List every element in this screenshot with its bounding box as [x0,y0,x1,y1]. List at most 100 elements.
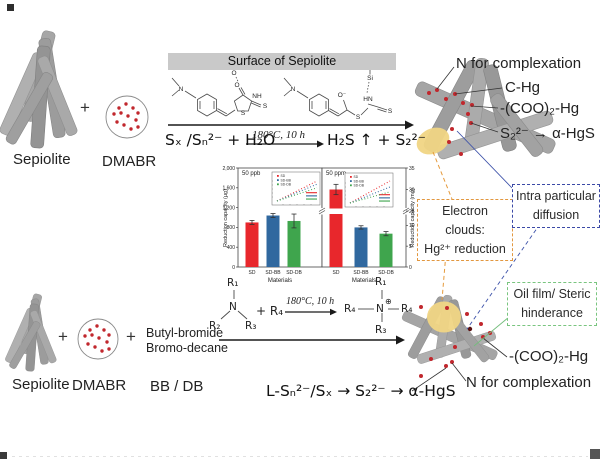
label-leader-lines-top [436,66,503,133]
reaction-conditions-bottom: 180°C, 10 h [286,296,335,307]
r1-product-label: R₁ [375,276,387,288]
oil-film-connector [473,316,510,347]
bar-SD [245,222,259,267]
inset-legend-label: SD [354,175,359,179]
red-dot [444,97,448,101]
sepiolite-fiber-bundle-top-left [0,29,79,149]
label-coo-hg-bottom: -(COO)₂-Hg [509,348,589,365]
bb-db-label: BB / DB [150,378,204,395]
atom-hn-right: HN [363,96,373,103]
electron-cloud-highlight-top [416,127,450,155]
y-tick-label: 1,200 [222,205,235,211]
red-dot [129,127,133,131]
dmabr-structure-left [171,76,262,117]
red-dot [435,88,439,92]
red-dot [131,106,135,110]
inset-annotation [306,192,317,194]
corner-artifact [7,4,14,11]
panel-label: 50 ppb [242,171,261,177]
y-tick-label: 400 [227,245,236,251]
atom-s-thione-right: S [388,108,393,115]
label-coo-hg-top: -(COO)₂-Hg [500,100,580,117]
bar-SD [329,189,343,267]
y-axis-label: Reduction capacity (μg) [223,189,229,247]
dmabr-label-bottom: DMABR [72,377,127,394]
bar-SD-BB [266,215,280,267]
atom-s-ring-left: S [241,110,246,117]
red-dot [465,312,469,316]
oil-film-callout: Oil film/ Steric hinderance [507,282,597,326]
electron-clouds-callout: Electron clouds: Hg²⁺ reduction [417,199,513,262]
red-dot [134,118,138,122]
inset-legend-label: SD-DB [354,184,365,188]
y-tick-label: 25 [409,209,415,215]
inset-series [276,187,318,202]
inset-annotation [379,194,390,196]
red-dot [124,102,128,106]
bromo-decane-label: Bromo-decane [146,341,228,355]
r3-label: R₃ [245,320,257,332]
x-tick-label: SD-BB [265,270,281,276]
red-dot [119,111,123,115]
label-s2-to-hgs: S₂²⁻ → α-HgS [500,125,595,142]
reaction-products-top: H₂S ↑ + S₂²⁻ [327,131,426,149]
red-dot [444,364,448,368]
plus-sign: + [58,327,68,346]
red-dot [115,120,119,124]
red-dot [419,374,423,378]
red-dot [447,140,451,144]
red-dot [88,328,92,332]
red-dot [419,305,423,309]
red-dot [107,333,111,337]
bar-break-gap [328,208,344,214]
sepiolite-label-top: Sepiolite [13,151,71,168]
red-dot [427,91,431,95]
r1-label: R₁ [227,277,239,289]
reaction-conditions-top: 180°C, 10 h [252,129,305,141]
reaction-reactants-top: Sₓ /Sₙ²⁻ + H₂O [165,131,276,149]
intra-diffusion-line1: Intra particular [516,189,596,203]
y-tick-label: 0 [409,265,412,271]
red-dot [97,336,101,340]
inset-series [349,186,391,204]
red-dot [107,347,111,351]
electron-cloud-highlight-bottom [427,301,461,333]
atom-s-thione-left: S [263,103,268,110]
x-tick-label: SD-DB [378,270,394,276]
y-tick-label: 5 [409,244,412,250]
sulfide-path-formula: L-Sₙ²⁻/Sₓ → S₂²⁻ → α-HgS [266,382,456,400]
positive-charge-symbol: ⊕ [385,297,392,306]
red-dot [126,114,130,118]
amine-reaction-arrow [285,308,337,316]
inset-legend-label: SD-DB [281,183,292,187]
atom-nh-left: NH [252,93,262,100]
x-axis-label: Materials [268,278,292,284]
inset-annotation [379,200,390,202]
corner-artifact [0,452,7,459]
amine-n-label: N [229,301,237,313]
red-dot [461,101,465,105]
butyl-bromide-label: Butyl-bromide [146,326,224,340]
dark-dot [467,326,473,332]
dmabr-circle-top [105,95,149,139]
red-dot [83,334,87,338]
y-tick-label: 35 [409,166,415,172]
label-c-hg: C-Hg [505,79,541,96]
x-axis-label: Materials [352,278,376,284]
r2-label: R₂ [209,320,221,332]
top-reaction-arrow [168,120,414,130]
small-reaction-arrow-top [246,140,324,148]
atom-o-carbonyl: O [234,82,239,89]
red-dot [95,324,99,328]
r4-right-label: R₄ [401,303,413,315]
red-dot [466,112,470,116]
y-tick-label: 0 [232,265,235,271]
label-n-for-complexation-top: N for complexation [456,55,582,72]
inset-legend-label: SD-BB [281,178,292,182]
bar-SD-BB [354,227,368,267]
